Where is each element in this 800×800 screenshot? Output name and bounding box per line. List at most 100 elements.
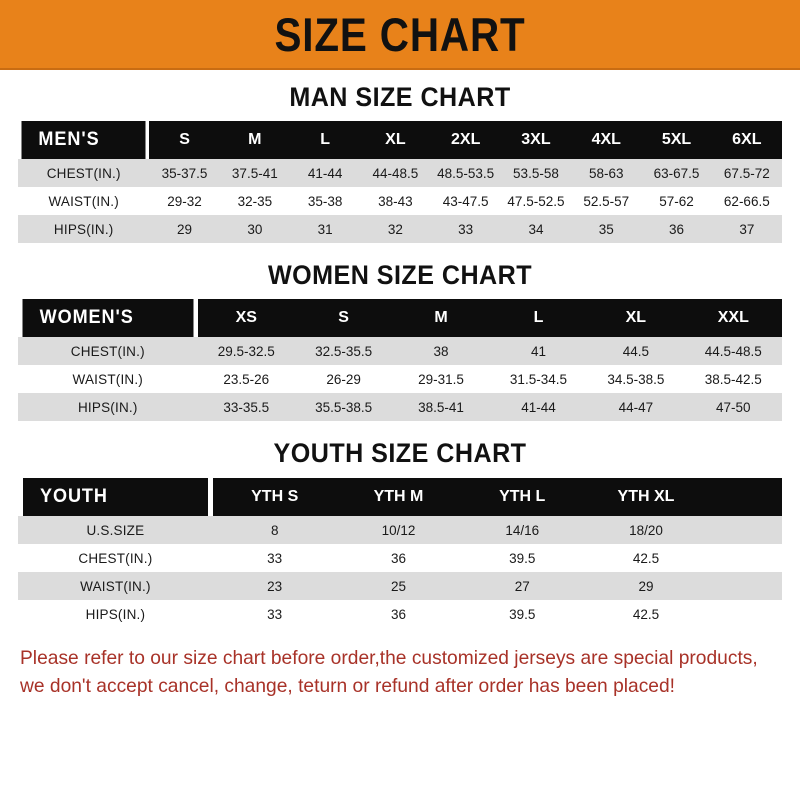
men-col-4: 2XL [430, 121, 501, 159]
men-cell-2-2: 31 [289, 215, 361, 243]
youth-col-spacer [707, 478, 782, 516]
women-size-table: WOMEN'S XS S M L XL XXL CHEST(IN.) 29.5-… [18, 299, 782, 421]
men-col-6: 4XL [571, 121, 642, 159]
men-corner-label: MEN'S [21, 121, 147, 159]
youth-cell-3-3: 42.5 [584, 600, 708, 628]
table-row: HIPS(IN.) 33-35.5 35.5-38.5 38.5-41 41-4… [18, 393, 782, 421]
men-section: MAN SIZE CHART MEN'S S M L XL 2XL [0, 70, 800, 243]
youth-cell-1-0: 33 [212, 544, 337, 572]
men-cell-0-8: 67.5-72 [711, 159, 782, 187]
women-table-body: CHEST(IN.) 29.5-32.5 32.5-35.5 38 41 44.… [18, 337, 782, 421]
youth-col-2: YTH L [460, 478, 585, 516]
men-col-0: S [149, 121, 220, 159]
men-cell-1-5: 47.5-52.5 [500, 187, 572, 215]
women-section-title: WOMEN SIZE CHART [267, 260, 533, 290]
women-col-1: S [294, 299, 393, 337]
men-cell-2-0: 29 [149, 215, 220, 243]
women-row-0-label: CHEST(IN.) [18, 337, 198, 365]
women-cell-2-4: 44-47 [587, 393, 685, 421]
footer-line-2: we don't accept cancel, change, teturn o… [20, 674, 676, 697]
table-row: CHEST(IN.) 33 36 39.5 42.5 [18, 544, 782, 572]
footer-disclaimer: Please refer to our size chart before or… [0, 628, 800, 700]
women-cell-1-2: 29-31.5 [392, 365, 490, 393]
women-col-2: M [392, 299, 490, 337]
youth-cell-0-2: 14/16 [460, 516, 585, 544]
youth-cell-0-3: 18/20 [584, 516, 708, 544]
youth-cell-1-spacer [707, 544, 782, 572]
table-row: CHEST(IN.) 29.5-32.5 32.5-35.5 38 41 44.… [18, 337, 782, 365]
men-cell-1-6: 52.5-57 [571, 187, 642, 215]
men-col-2: L [289, 121, 361, 159]
men-cell-0-6: 58-63 [571, 159, 642, 187]
men-cell-1-2: 35-38 [289, 187, 361, 215]
women-cell-1-4: 34.5-38.5 [587, 365, 685, 393]
men-cell-0-5: 53.5-58 [500, 159, 572, 187]
youth-corner-label: YOUTH [22, 478, 208, 516]
men-cell-2-6: 35 [571, 215, 642, 243]
youth-cell-0-1: 10/12 [336, 516, 461, 544]
men-cell-2-4: 33 [430, 215, 501, 243]
men-col-5: 3XL [500, 121, 572, 159]
women-cell-0-1: 32.5-35.5 [294, 337, 393, 365]
men-size-table: MEN'S S M L XL 2XL 3XL 4XL 5XL 6XL CHEST [18, 121, 782, 243]
men-col-7: 5XL [641, 121, 712, 159]
women-cell-2-3: 41-44 [489, 393, 588, 421]
women-cell-2-0: 33-35.5 [197, 393, 295, 421]
men-cell-2-8: 37 [711, 215, 782, 243]
women-row-2-label: HIPS(IN.) [18, 393, 198, 421]
men-col-8: 6XL [711, 121, 782, 159]
men-cell-0-7: 63-67.5 [641, 159, 712, 187]
youth-section-title: YOUTH SIZE CHART [273, 438, 527, 468]
men-cell-0-1: 37.5-41 [219, 159, 290, 187]
men-cell-1-0: 29-32 [149, 187, 220, 215]
men-row-2-label: HIPS(IN.) [18, 215, 150, 243]
women-cell-0-3: 41 [489, 337, 588, 365]
youth-col-0: YTH S [212, 478, 337, 516]
youth-col-1: YTH M [336, 478, 461, 516]
youth-table-header: YOUTH YTH S YTH M YTH L YTH XL [18, 478, 782, 516]
men-section-title: MAN SIZE CHART [289, 82, 511, 112]
youth-cell-0-spacer [707, 516, 782, 544]
table-row: HIPS(IN.) 33 36 39.5 42.5 [18, 600, 782, 628]
men-cell-2-1: 30 [219, 215, 290, 243]
youth-cell-2-spacer [707, 572, 782, 600]
youth-cell-3-2: 39.5 [460, 600, 585, 628]
men-cell-2-5: 34 [500, 215, 572, 243]
youth-row-1-label: CHEST(IN.) [18, 544, 213, 572]
men-table-header: MEN'S S M L XL 2XL 3XL 4XL 5XL 6XL [18, 121, 782, 159]
youth-cell-2-2: 27 [460, 572, 585, 600]
men-row-1-label: WAIST(IN.) [18, 187, 150, 215]
women-row-1-label: WAIST(IN.) [18, 365, 198, 393]
men-table-body: CHEST(IN.) 35-37.5 37.5-41 41-44 44-48.5… [18, 159, 782, 243]
women-col-0: XS [197, 299, 295, 337]
men-cell-1-8: 62-66.5 [711, 187, 782, 215]
table-row: U.S.SIZE 8 10/12 14/16 18/20 [18, 516, 782, 544]
youth-cell-2-3: 29 [584, 572, 708, 600]
women-col-4: XL [587, 299, 685, 337]
table-header-row: MEN'S S M L XL 2XL 3XL 4XL 5XL 6XL [18, 121, 782, 159]
men-cell-0-3: 44-48.5 [360, 159, 431, 187]
table-row: HIPS(IN.) 29 30 31 32 33 34 35 36 37 [18, 215, 782, 243]
youth-section: YOUTH SIZE CHART YOUTH YTH S YTH M YTH L… [0, 421, 800, 628]
table-row: WAIST(IN.) 23.5-26 26-29 29-31.5 31.5-34… [18, 365, 782, 393]
youth-cell-3-spacer [707, 600, 782, 628]
youth-cell-0-0: 8 [212, 516, 337, 544]
youth-row-2-label: WAIST(IN.) [18, 572, 213, 600]
women-cell-0-2: 38 [392, 337, 490, 365]
men-cell-2-3: 32 [360, 215, 431, 243]
women-cell-1-1: 26-29 [294, 365, 393, 393]
youth-col-3: YTH XL [584, 478, 708, 516]
women-table-header: WOMEN'S XS S M L XL XXL [18, 299, 782, 337]
table-row: WAIST(IN.) 29-32 32-35 35-38 38-43 43-47… [18, 187, 782, 215]
youth-row-0-label: U.S.SIZE [18, 516, 213, 544]
youth-cell-3-0: 33 [212, 600, 337, 628]
women-cell-0-0: 29.5-32.5 [197, 337, 295, 365]
women-section: WOMEN SIZE CHART WOMEN'S XS S M L XL [0, 243, 800, 421]
women-col-5: XXL [684, 299, 782, 337]
table-row: CHEST(IN.) 35-37.5 37.5-41 41-44 44-48.5… [18, 159, 782, 187]
women-cell-1-3: 31.5-34.5 [489, 365, 588, 393]
youth-table-body: U.S.SIZE 8 10/12 14/16 18/20 CHEST(IN.) … [18, 516, 782, 628]
men-row-0-label: CHEST(IN.) [18, 159, 150, 187]
table-header-row: WOMEN'S XS S M L XL XXL [18, 299, 782, 337]
